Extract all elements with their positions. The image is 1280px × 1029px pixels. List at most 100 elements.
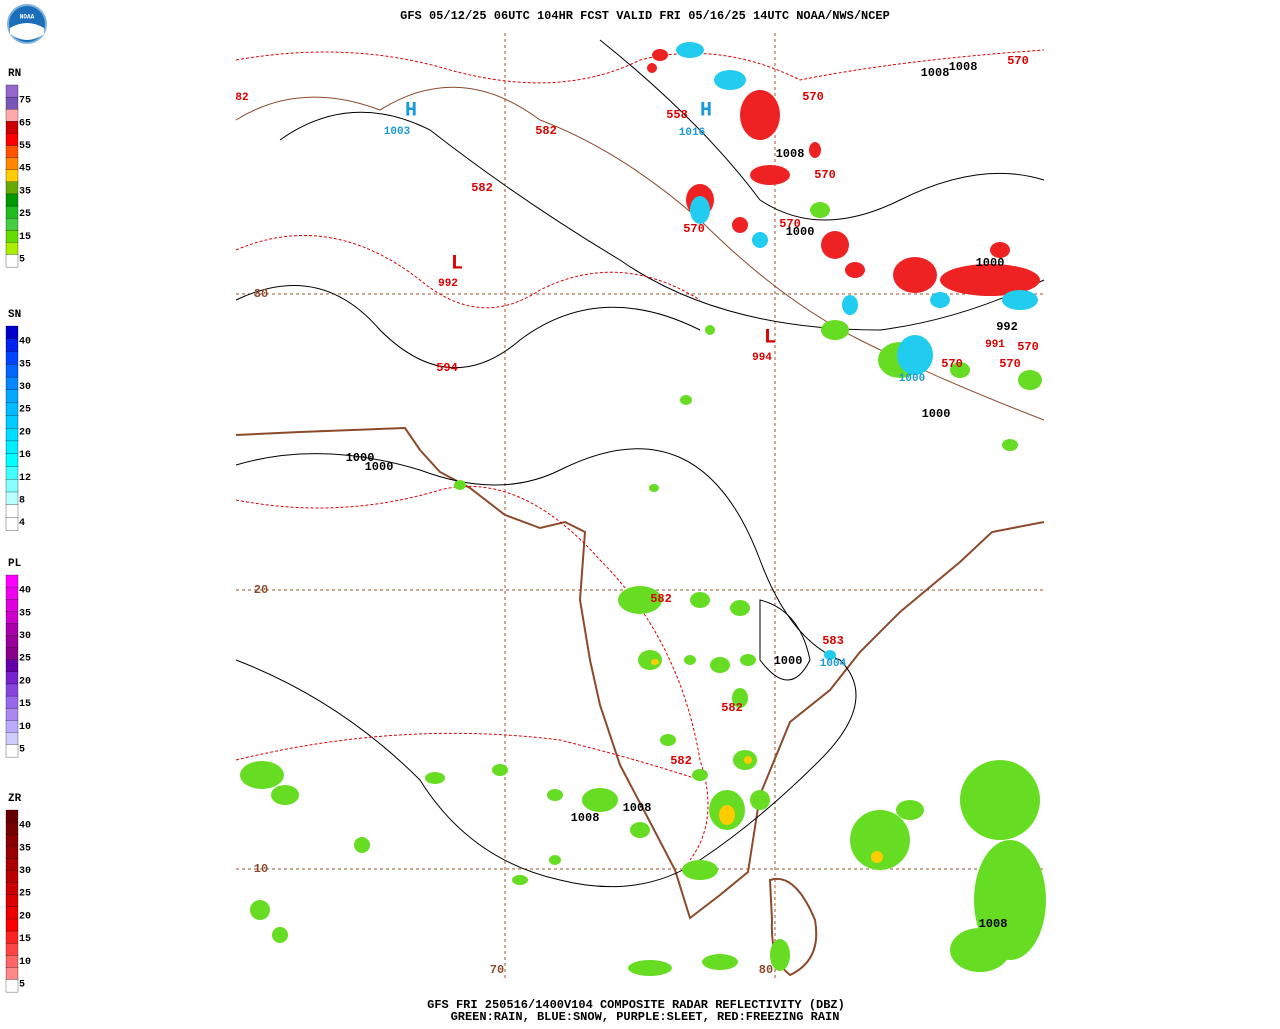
rain-echo [628, 960, 672, 976]
rain-echo [630, 822, 650, 838]
legend-tick-label: 12 [19, 473, 31, 484]
rain-echo [250, 900, 270, 920]
footer-line2: GREEN:RAIN, BLUE:SNOW, PURPLE:SLEET, RED… [451, 1010, 840, 1024]
legend-swatch [5, 242, 19, 256]
map-label: 1000 [786, 225, 815, 239]
frzr-echo [821, 231, 849, 259]
map-label: H [700, 99, 712, 122]
legend-swatch [5, 427, 19, 442]
legend-swatch [5, 611, 19, 625]
rain-echo [896, 800, 924, 820]
legend-swatch [5, 254, 19, 268]
legend-swatch [5, 979, 19, 993]
rain-echo [512, 875, 528, 885]
legend-swatch [5, 732, 19, 746]
legend-title: ZR [8, 793, 22, 805]
legend-swatch [5, 133, 19, 147]
legend-tick-label: 5 [19, 980, 25, 991]
rain-echo [492, 764, 508, 776]
legend-tick-label: 25 [19, 405, 31, 416]
legend-swatch [5, 376, 19, 391]
legend-tick-label: 15 [19, 934, 31, 945]
legend-tick-label: 35 [19, 608, 31, 619]
legend-tick-label: 25 [19, 654, 31, 665]
grid-label: 70 [490, 963, 504, 977]
rain-echo [547, 789, 563, 801]
rain-echo [549, 855, 561, 865]
legend-tick-label: 15 [19, 699, 31, 710]
legend-swatch [5, 586, 19, 600]
frzr-echo [893, 257, 937, 293]
map-label: 570 [999, 357, 1021, 371]
frzr-echo [845, 262, 865, 278]
legend-swatch [5, 466, 19, 480]
legend-tick-label: 10 [19, 722, 31, 733]
legend-swatch [5, 453, 19, 468]
legend-swatch [5, 695, 19, 709]
map-label: 570 [941, 357, 963, 371]
snow-echo [714, 70, 746, 90]
legend-tick-label: 40 [19, 337, 31, 348]
legend-swatch [5, 599, 19, 612]
frzr-echo [940, 264, 1040, 296]
rain-echo [950, 362, 970, 378]
frzr-echo [652, 49, 668, 61]
map-label: 994 [752, 352, 772, 364]
legend-tick-label: 30 [19, 631, 31, 642]
map-label: 1008 [979, 917, 1008, 931]
legend-tick-label: 25 [19, 889, 31, 900]
legend-tick-label: 55 [19, 141, 31, 152]
map-label: 1004 [820, 658, 847, 670]
legend-swatch [5, 351, 19, 365]
legend-swatch [5, 338, 19, 353]
legend-swatch [5, 121, 19, 135]
frzr-echo [990, 242, 1010, 258]
map-title: GFS 05/12/25 06UTC 104HR FCST VALID FRI … [400, 9, 890, 23]
legend-swatch [5, 479, 19, 493]
rain-echo [732, 688, 748, 708]
legend-swatch [5, 659, 19, 673]
legend-tick-label: 40 [19, 586, 31, 597]
legend-swatch [5, 157, 19, 171]
legend-swatch [5, 574, 19, 588]
map-label: 570 [779, 217, 801, 231]
rain-echo [618, 586, 662, 614]
rain-echo [950, 928, 1010, 972]
legend-swatch [5, 389, 19, 404]
legend-swatch [5, 440, 19, 455]
legend-tick-label: 4 [19, 518, 25, 529]
legend-swatch [5, 943, 19, 956]
map-label: 1000 [774, 654, 803, 668]
legend-swatch [5, 821, 19, 835]
legend-swatch [5, 720, 19, 734]
legend-swatch [5, 415, 19, 429]
rain-echo [272, 927, 288, 943]
legend-tick-label: 30 [19, 382, 31, 393]
rain-echo [710, 657, 730, 673]
legend-title: SN [8, 309, 21, 321]
map-label: 1000 [899, 373, 925, 385]
legend-tick-label: 35 [19, 843, 31, 854]
legend-swatch [5, 882, 19, 896]
snow-echo [1002, 290, 1038, 310]
map-label: 1000 [922, 407, 951, 421]
map-label: H [405, 99, 417, 122]
map-label: 594 [436, 361, 458, 375]
rain-echo [240, 761, 284, 789]
map-label: 570 [1017, 340, 1039, 354]
map-label: 1000 [365, 460, 394, 474]
snow-echo [752, 232, 768, 248]
rain-echo [454, 480, 466, 490]
rain-echo [740, 654, 756, 666]
rain-echo [425, 772, 445, 784]
map-background [236, 33, 1044, 978]
precip-echoes [240, 42, 1046, 976]
legend-tick-label: 5 [19, 745, 25, 756]
map-label: 582 [535, 124, 557, 138]
rain-echo [692, 769, 708, 781]
legend-swatch [5, 623, 19, 637]
legend-swatch [5, 906, 19, 920]
frzr-echo [732, 217, 748, 233]
pressure-contours [235, 39, 1045, 888]
